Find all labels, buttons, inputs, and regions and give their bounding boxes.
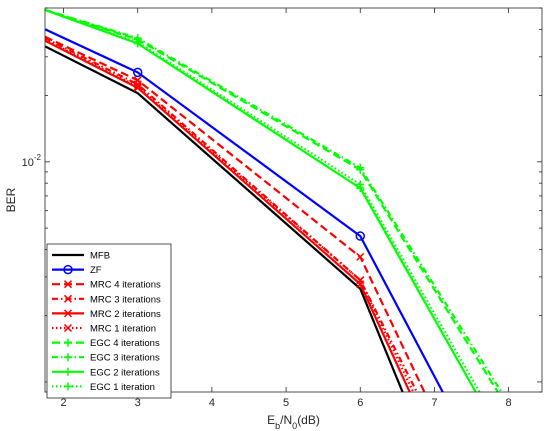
series-line: [45, 39, 411, 392]
legend-marker-sample: [64, 353, 72, 362]
legend-label: MRC 4 iterations: [90, 280, 161, 291]
legend-marker-sample: [64, 367, 72, 376]
data-point-marker: [356, 180, 365, 189]
x-axis-label-sub2: 0: [292, 421, 297, 431]
legend-marker-sample: [63, 264, 73, 275]
axis-ticks: 2 3 4 5 6 7 8 10-2: [22, 7, 542, 409]
series-layer: [45, 8, 503, 392]
legend-entry: MRC 2 iterations: [52, 309, 161, 320]
data-point-marker: [356, 163, 365, 172]
x-tick-label: 8: [506, 397, 512, 409]
legend-label: MRC 2 iterations: [90, 309, 161, 320]
legend-marker-sample: [63, 294, 73, 303]
data-point-marker: [133, 82, 142, 91]
series-line: [45, 28, 444, 392]
x-tick-label: 2: [60, 397, 66, 409]
x-axis-label-sub1: b: [275, 421, 280, 431]
legend-entry: EGC 2 iterations: [52, 367, 160, 378]
legend-label: MRC 1 iteration: [90, 324, 156, 335]
legend-entry: MRC 1 iteration: [52, 324, 156, 335]
data-point-marker: [356, 252, 365, 261]
legend: MFB ZF MRC 4 iterations MRC 3 iterations MRC…: [46, 243, 172, 399]
legend-marker-sample: [64, 382, 72, 391]
series-mrc-1-iteration: [45, 38, 415, 392]
legend-marker-sample: [63, 309, 73, 318]
x-axis-label-mid: /N: [280, 413, 292, 427]
data-point-marker: [355, 231, 366, 241]
series-line: [45, 8, 500, 392]
legend-entry: MRC 3 iterations: [52, 294, 161, 305]
legend-marker-sample: [63, 280, 73, 289]
legend-entry: EGC 4 iterations: [52, 338, 160, 349]
x-axis-label-main: E: [267, 413, 275, 427]
legend-entry: EGC 1 iteration: [52, 382, 155, 393]
legend-marker-sample: [63, 323, 73, 333]
y-axis-label: BER: [4, 187, 18, 212]
legend-label: EGC 4 iterations: [90, 338, 160, 349]
series-egc-1-iteration: [45, 8, 481, 392]
x-tick-label: 6: [357, 397, 363, 409]
series-line: [45, 45, 404, 392]
data-point-marker: [356, 276, 365, 285]
series-mrc-4-iterations: [45, 35, 426, 392]
x-tick-label: 4: [209, 397, 215, 409]
data-point-marker: [133, 38, 142, 47]
legend-entry: ZF: [52, 264, 102, 276]
x-tick-label: 7: [431, 397, 437, 409]
x-axis-label-tail: (dB): [297, 413, 320, 427]
x-tick-label: 5: [283, 397, 289, 409]
x-tick-label: 3: [135, 397, 141, 409]
legend-entry: MRC 4 iterations: [52, 280, 161, 291]
legend-entry: EGC 3 iterations: [52, 353, 160, 364]
series-line: [45, 8, 503, 392]
legend-label: MRC 3 iterations: [90, 294, 161, 305]
legend-label: EGC 3 iterations: [90, 353, 160, 364]
legend-label: EGC 1 iteration: [90, 382, 155, 393]
legend-label: ZF: [90, 265, 102, 276]
data-point-marker: [132, 67, 143, 78]
y-tick-label: 10-2: [22, 153, 42, 169]
legend-entry: MFB: [52, 251, 110, 262]
legend-label: MFB: [90, 251, 110, 262]
series-line: [45, 8, 481, 392]
plot-frame: [44, 7, 543, 393]
series-line: [45, 35, 426, 392]
series-mfb: [45, 45, 404, 392]
series-zf: [45, 28, 444, 392]
legend-label: EGC 2 iterations: [90, 367, 160, 378]
x-axis-label: Eb/N0(dB): [267, 413, 320, 431]
legend-marker-sample: [64, 338, 72, 347]
